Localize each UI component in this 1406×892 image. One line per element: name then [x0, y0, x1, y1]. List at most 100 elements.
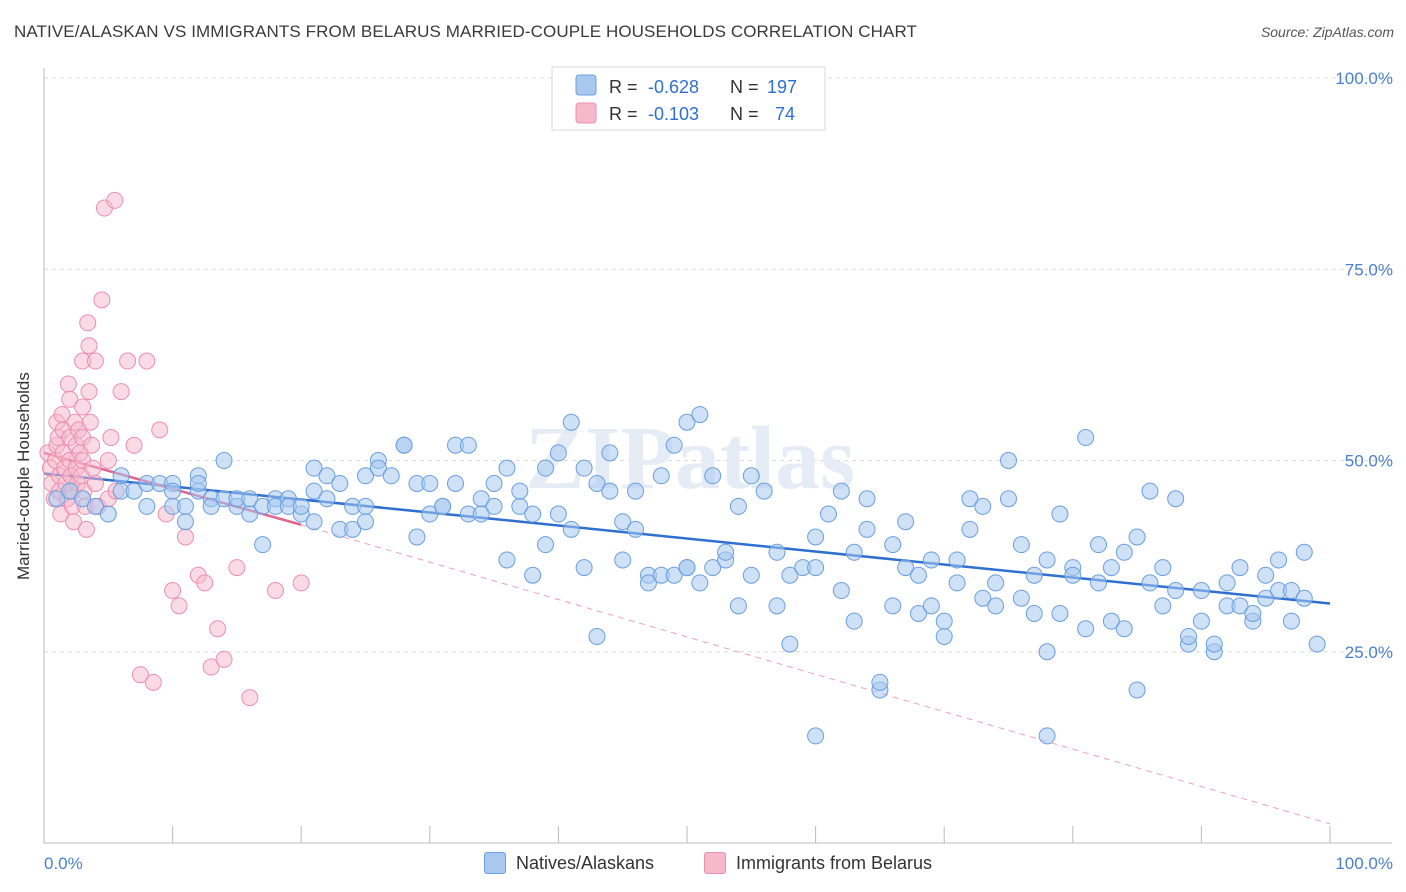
data-point-native: [99, 505, 117, 523]
data-point-native: [254, 536, 272, 554]
data-point-native: [537, 536, 555, 554]
data-point-native: [614, 551, 632, 569]
data-point-native: [575, 559, 593, 577]
data-point-native: [807, 559, 825, 577]
data-point-belarus: [79, 314, 97, 332]
data-point-native: [318, 467, 336, 485]
data-point-native: [549, 505, 567, 523]
data-point-belarus: [86, 474, 104, 492]
legend-r-value-2: -0.103: [648, 104, 699, 124]
data-point-native: [1192, 582, 1210, 600]
grid-lines: [44, 77, 1392, 653]
data-point-native: [858, 490, 876, 508]
data-point-native: [369, 459, 387, 477]
data-point-native: [961, 490, 979, 508]
data-point-native: [331, 474, 349, 492]
data-point-belarus: [144, 673, 162, 691]
data-point-native: [202, 497, 220, 515]
data-point-native: [1154, 559, 1172, 577]
data-point-native: [1115, 543, 1133, 561]
data-point-native: [588, 474, 606, 492]
data-point-native: [807, 528, 825, 546]
data-point-native: [652, 467, 670, 485]
legend-item-belarus[interactable]: Immigrants from Belarus: [704, 852, 932, 874]
data-point-native: [922, 597, 940, 615]
x-tick-label: 100.0%: [1335, 854, 1393, 873]
data-point-native: [485, 497, 503, 515]
data-point-native: [665, 566, 683, 584]
data-point-belarus: [80, 337, 98, 355]
series-natives-alaskans: [48, 406, 1326, 745]
data-point-belarus: [99, 452, 117, 469]
trend-line-belarus-extension: [301, 524, 1331, 825]
data-point-native: [1025, 605, 1043, 622]
data-point-native: [1244, 605, 1262, 622]
data-point-belarus: [202, 658, 220, 676]
data-point-belarus: [215, 650, 233, 668]
legend-swatch-belarus: [704, 852, 726, 874]
data-point-native: [61, 482, 79, 500]
series-immigrants-from-belarus: [39, 191, 310, 707]
data-point-native: [832, 482, 850, 500]
source-credit: Source: ZipAtlas.com: [1260, 24, 1394, 40]
data-point-belarus: [61, 390, 79, 408]
data-point-native: [1038, 727, 1056, 745]
data-point-native: [305, 482, 323, 500]
data-point-native: [601, 444, 619, 462]
data-point-native: [74, 490, 92, 508]
data-point-native: [704, 467, 722, 485]
data-point-native: [781, 566, 799, 584]
data-point-native: [729, 497, 747, 515]
data-point-native: [665, 436, 683, 454]
data-point-native: [434, 497, 452, 515]
data-point-native: [691, 574, 709, 592]
data-point-native: [344, 520, 362, 538]
data-point-native: [537, 459, 555, 477]
data-point-native: [408, 528, 426, 546]
data-point-native: [1115, 620, 1133, 638]
data-point-belarus: [241, 689, 259, 707]
data-point-native: [1064, 566, 1082, 584]
data-point-native: [447, 474, 465, 492]
data-point-belarus: [138, 352, 156, 370]
data-point-native: [1282, 582, 1300, 600]
data-point-belarus: [84, 459, 102, 477]
data-point-native: [1090, 574, 1108, 592]
data-point-native: [639, 574, 657, 592]
data-point-native: [86, 497, 104, 515]
data-point-native: [524, 566, 542, 584]
data-point-belarus: [119, 352, 137, 370]
data-point-native: [215, 452, 233, 469]
data-point-native: [498, 459, 516, 477]
data-point-belarus: [106, 191, 124, 209]
data-point-native: [614, 513, 632, 531]
data-point-native: [1102, 612, 1120, 630]
data-point-belarus: [102, 429, 120, 447]
data-point-belarus: [59, 375, 77, 393]
data-point-belarus: [176, 528, 194, 546]
data-point-belarus: [80, 383, 98, 401]
data-point-belarus: [292, 574, 310, 592]
data-point-native: [935, 612, 953, 630]
legend-n-value-1: 197: [767, 77, 797, 97]
legend-r-label-2: R =: [609, 104, 638, 124]
data-point-native: [845, 543, 863, 561]
legend-n-label-2: N =: [730, 104, 759, 124]
data-point-native: [395, 436, 413, 454]
data-point-native: [1000, 452, 1017, 469]
legend-swatch-natives: [484, 852, 506, 874]
data-point-native: [1025, 566, 1043, 584]
data-point-native: [1192, 612, 1210, 630]
legend-item-natives[interactable]: Natives/Alaskans: [484, 852, 654, 874]
data-point-native: [1128, 681, 1146, 699]
data-point-belarus: [125, 436, 143, 454]
data-point-native: [717, 543, 735, 561]
data-point-native: [871, 673, 889, 691]
data-point-belarus: [93, 291, 111, 309]
legend-label-belarus: Immigrants from Belarus: [736, 852, 933, 873]
data-point-native: [575, 459, 593, 477]
data-point-native: [498, 551, 516, 569]
data-point-native: [164, 482, 182, 500]
data-point-native: [935, 627, 953, 645]
data-point-native: [305, 459, 323, 477]
